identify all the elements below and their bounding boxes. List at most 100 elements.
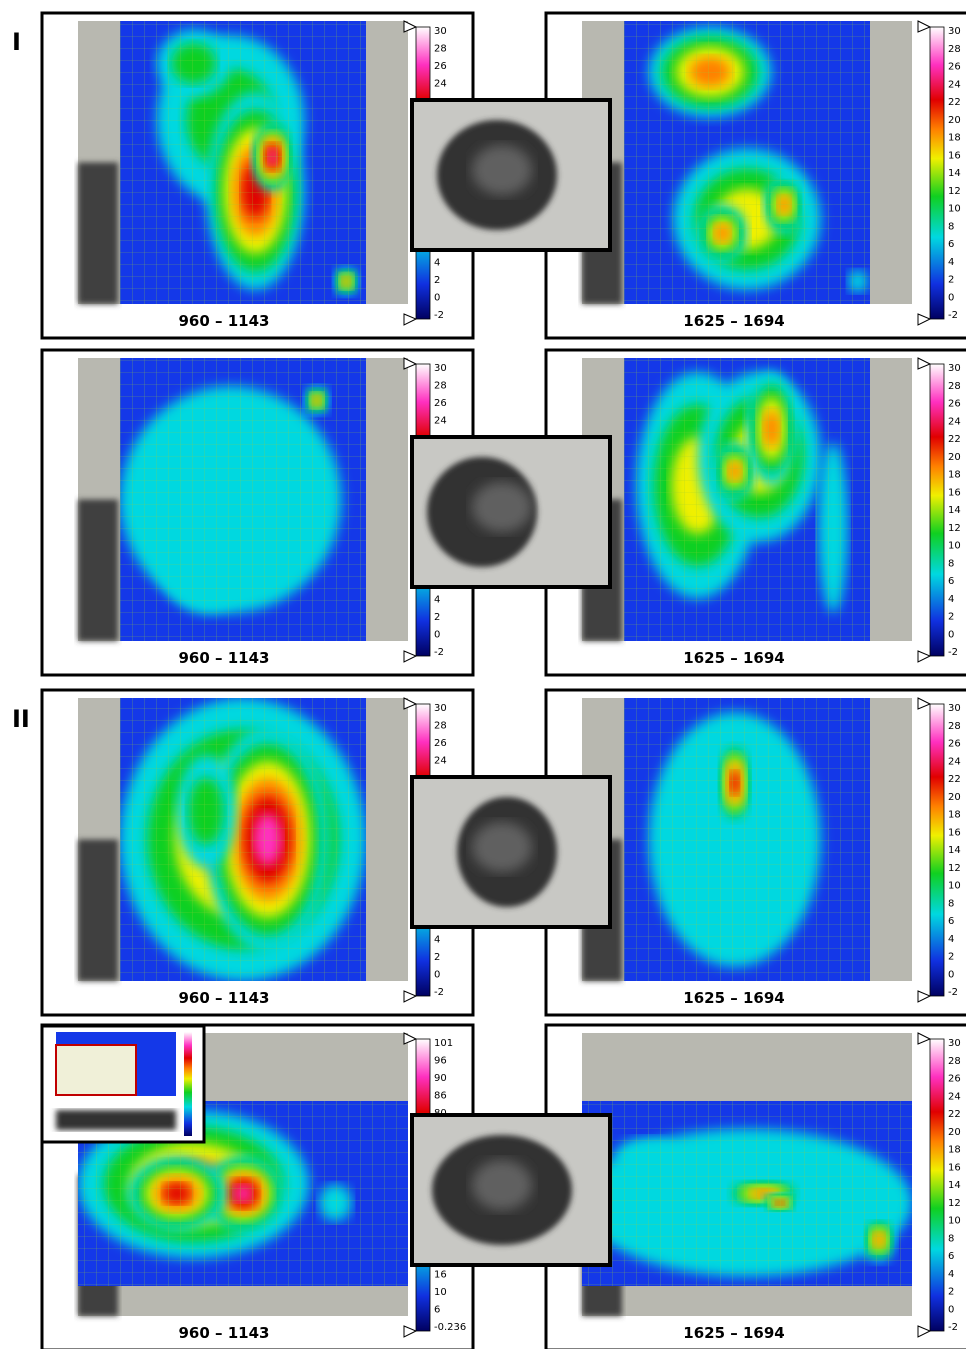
colorbar-tick: 24 [434,79,447,90]
caption: 1625 – 1694 [683,1324,784,1342]
heatmap [120,698,366,981]
colorbar-tick: 0 [948,1304,954,1315]
colorbar-tick: 6 [948,1251,954,1262]
grid [624,358,870,641]
colorbar-tick: 26 [434,61,447,72]
colorbar-tick: 16 [948,487,961,498]
panel: 960 – 114330282624420-2 [42,350,473,675]
colorbar-tick: 26 [948,1074,961,1085]
micrograph [412,777,610,927]
colorbar-tick: -2 [948,310,958,321]
caption: 960 – 1143 [178,649,269,667]
colorbar-tick: 10 [948,541,961,552]
colorbar-tick: 8 [948,1233,954,1244]
grid [120,698,366,981]
heatmap [120,358,366,641]
colorbar-tick: 28 [434,44,447,55]
colorbar-tick: 2 [948,275,954,286]
colorbar-tick: 4 [434,935,440,946]
colorbar-tick: 22 [948,1109,961,1120]
colorbar-tick: 24 [948,416,961,427]
group-label: II [12,705,30,733]
colorbar-tick: 30 [948,26,961,37]
heatmap [624,358,870,641]
colorbar-tick: 22 [948,434,961,445]
colorbar-tick: 28 [434,381,447,392]
colorbar-tick: 6 [434,1305,440,1316]
colorbar [930,1039,944,1331]
colorbar-tick: 4 [434,258,440,269]
colorbar-tick: 86 [434,1091,447,1102]
colorbar-tick: -2 [948,1322,958,1333]
micrograph [412,437,610,587]
colorbar-tick: 4 [434,595,440,606]
colorbar-tick: -2 [948,647,958,658]
grid [582,1101,912,1286]
caption: 1625 – 1694 [683,989,784,1007]
micrograph-texture [472,1160,532,1210]
colorbar-tick: 4 [948,934,954,945]
heatmap [582,1101,912,1286]
colorbar-tick: 18 [948,1145,961,1156]
colorbar-tick: 18 [948,133,961,144]
caption: 960 – 1143 [178,989,269,1007]
colorbar-tick: 101 [434,1038,453,1049]
inset [42,1026,204,1142]
colorbar-tick: 8 [948,558,954,569]
inset-plot [56,1045,136,1095]
colorbar-tick: 22 [948,97,961,108]
figure: III960 – 114330282624420-21625 – 1694302… [0,0,966,1349]
colorbar-tick: 14 [948,168,961,179]
colorbar-tick: 24 [434,756,447,767]
colorbar-tick: 26 [434,738,447,749]
colorbar-tick: 10 [948,204,961,215]
colorbar-tick: 8 [948,898,954,909]
colorbar-tick: 16 [948,1162,961,1173]
colorbar-tick: 18 [948,810,961,821]
colorbar-tick: 12 [948,186,961,197]
colorbar-tick: 6 [948,576,954,587]
micrograph [412,1115,610,1265]
colorbar-tick: 10 [948,881,961,892]
colorbar-tick: 16 [948,827,961,838]
grid [624,698,870,981]
colorbar-tick: 28 [434,721,447,732]
colorbar-tick: 30 [948,1038,961,1049]
micrograph-dark [78,500,118,642]
micrograph-texture [472,822,532,872]
colorbar-tick: 28 [948,381,961,392]
inset-bar [184,1032,192,1136]
grid [624,21,870,304]
colorbar-tick: 20 [948,792,961,803]
colorbar-tick: 26 [948,739,961,750]
colorbar-tick: 0 [434,293,440,304]
colorbar-tick: 4 [948,1269,954,1280]
colorbar-tick: 12 [948,1198,961,1209]
colorbar-tick: 28 [948,721,961,732]
colorbar-tick: 6 [948,239,954,250]
micrograph-texture [472,482,532,532]
colorbar-tick: 10 [434,1287,447,1298]
grid [120,21,366,304]
colorbar-tick: 2 [434,275,440,286]
colorbar-tick: 0 [948,969,954,980]
colorbar-tick: 2 [948,952,954,963]
colorbar-tick: 12 [948,523,961,534]
colorbar-tick: 24 [434,416,447,427]
colorbar-tick: 24 [948,1091,961,1102]
colorbar-tick: 2 [948,1287,954,1298]
heatmap [624,21,870,304]
colorbar-tick: 14 [948,845,961,856]
colorbar-tick: -2 [434,310,444,321]
panel: 960 – 114330282624420-2 [42,13,473,338]
heatmap [624,698,870,981]
colorbar-tick: -2 [434,987,444,998]
colorbar-tick: 26 [434,398,447,409]
colorbar-tick: 96 [434,1056,447,1067]
colorbar-tick: 8 [948,221,954,232]
colorbar-tick: 2 [948,612,954,623]
colorbar-tick: 20 [948,1127,961,1138]
colorbar-tick: 90 [434,1073,447,1084]
colorbar-tick: 4 [948,257,954,268]
